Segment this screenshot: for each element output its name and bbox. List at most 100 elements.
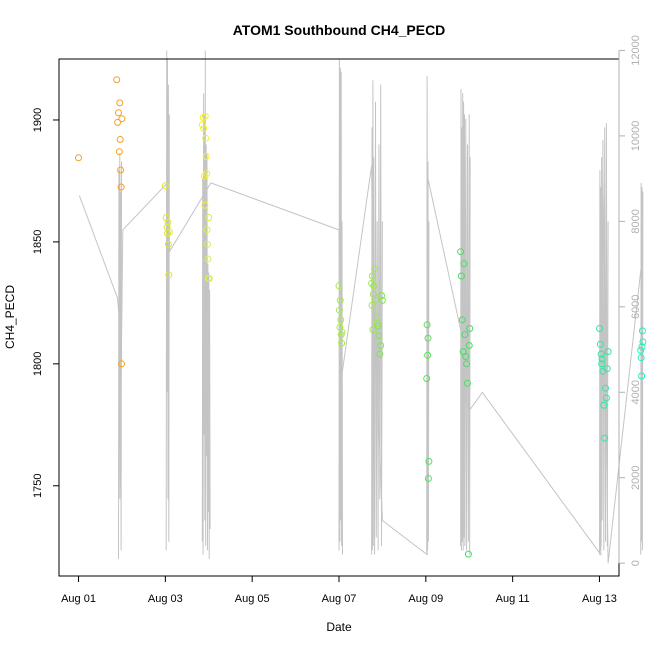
data-point-83 — [601, 434, 609, 442]
data-point-91 — [638, 343, 646, 351]
data-point-40 — [338, 339, 346, 347]
axes-layer: Aug 01 Aug 03 Aug 05 Aug 07 Aug 09 Aug 11 Aug … — [32, 35, 642, 605]
data-point-19 — [198, 121, 206, 129]
data-point-71 — [463, 360, 471, 368]
y2-tick-label-3: 6000 — [630, 295, 642, 319]
data-point-16 — [164, 240, 172, 248]
data-point-88 — [637, 346, 645, 354]
data-point-85 — [602, 394, 610, 402]
data-point-15 — [164, 218, 172, 226]
data-point-92 — [638, 327, 646, 335]
data-point-32 — [205, 214, 213, 221]
data-point-55 — [377, 342, 385, 349]
data-point-57 — [378, 296, 386, 304]
data-point-37 — [336, 296, 344, 304]
data-point-62 — [424, 475, 432, 482]
secondary-line-burst-3 — [201, 50, 211, 559]
data-point-10 — [118, 115, 126, 123]
data-point-5 — [116, 99, 124, 107]
data-point-68 — [460, 260, 468, 268]
data-point-44 — [368, 272, 376, 280]
data-point-41 — [338, 328, 346, 336]
y-tick-label-1: 1800 — [32, 352, 44, 376]
data-point-6 — [116, 136, 124, 143]
data-point-9 — [118, 360, 125, 368]
data-point-47 — [370, 282, 378, 290]
x-tick-label-0: Aug 01 — [61, 593, 96, 605]
data-point-18 — [165, 228, 173, 236]
data-point-61 — [424, 334, 432, 342]
x-tick-label-5: Aug 11 — [496, 593, 530, 605]
data-point-46 — [369, 290, 377, 298]
data-point-23 — [201, 201, 209, 209]
data-point-11 — [161, 182, 169, 190]
y2-tick-label-0: 0 — [630, 560, 642, 566]
data-point-45 — [369, 326, 377, 334]
data-point-54 — [376, 350, 384, 358]
data-point-8 — [117, 183, 125, 191]
x-tick-label-3: Aug 07 — [322, 593, 357, 605]
secondary-line-burst-5 — [371, 80, 383, 555]
data-point-65 — [457, 272, 465, 280]
data-point-84 — [602, 384, 609, 392]
data-point-43 — [368, 301, 376, 309]
secondary-line-burst-2 — [165, 50, 170, 551]
data-point-53 — [375, 332, 383, 340]
data-point-59 — [423, 321, 431, 329]
data-point-0 — [75, 154, 82, 162]
x-axis-label: Date — [326, 620, 352, 634]
secondary-line-burst-8 — [599, 123, 609, 555]
data-point-3 — [115, 109, 122, 117]
y-axis-label: CH4_PECD — [3, 285, 17, 349]
data-point-80 — [598, 355, 606, 363]
chart-title: ATOM1 Southbound CH4_PECD — [233, 22, 446, 38]
data-point-79 — [598, 360, 606, 368]
data-point-58 — [423, 375, 431, 382]
data-point-73 — [464, 550, 472, 558]
data-point-76 — [596, 325, 603, 332]
y2-tick-label-6: 12000 — [630, 35, 642, 66]
y2-tick-label-4: 8000 — [630, 209, 642, 233]
secondary-line-burst-7 — [460, 88, 471, 555]
data-point-78 — [597, 350, 605, 358]
data-point-89 — [637, 354, 645, 362]
y-tick-label-2: 1850 — [32, 230, 44, 254]
data-point-14 — [164, 229, 171, 237]
data-point-26 — [202, 153, 210, 160]
y-tick-label-0: 1750 — [32, 474, 44, 498]
x-tick-label-6: Aug 13 — [582, 593, 617, 605]
secondary-line-burst-1 — [118, 152, 122, 559]
data-point-7 — [117, 166, 125, 174]
secondary-line-burst-9 — [640, 182, 644, 555]
y2-tick-label-2: 4000 — [630, 380, 642, 404]
secondary-line-burst-6 — [426, 76, 430, 555]
data-point-90 — [638, 372, 646, 380]
y-tick-label-3: 1900 — [32, 108, 44, 132]
data-point-33 — [205, 275, 213, 282]
data-point-75 — [466, 325, 474, 332]
data-point-27 — [203, 170, 211, 178]
data-point-86 — [603, 365, 611, 373]
data-point-70 — [462, 353, 470, 360]
data-point-25 — [202, 134, 210, 142]
data-point-63 — [425, 457, 433, 465]
data-point-35 — [335, 306, 343, 314]
data-point-69 — [461, 331, 469, 339]
data-point-38 — [337, 316, 345, 324]
data-point-64 — [457, 248, 465, 256]
data-point-30 — [204, 255, 212, 263]
data-point-29 — [204, 240, 211, 248]
data-point-24 — [201, 112, 209, 120]
x-tick-label-1: Aug 03 — [148, 593, 183, 605]
y2-tick-label-5: 10000 — [630, 121, 642, 152]
data-point-60 — [424, 351, 432, 359]
secondary-series-layer — [78, 50, 644, 564]
data-point-87 — [604, 348, 612, 356]
data-point-49 — [372, 296, 379, 304]
data-point-52 — [374, 322, 382, 330]
data-point-93 — [639, 338, 647, 346]
data-point-82 — [600, 401, 608, 409]
